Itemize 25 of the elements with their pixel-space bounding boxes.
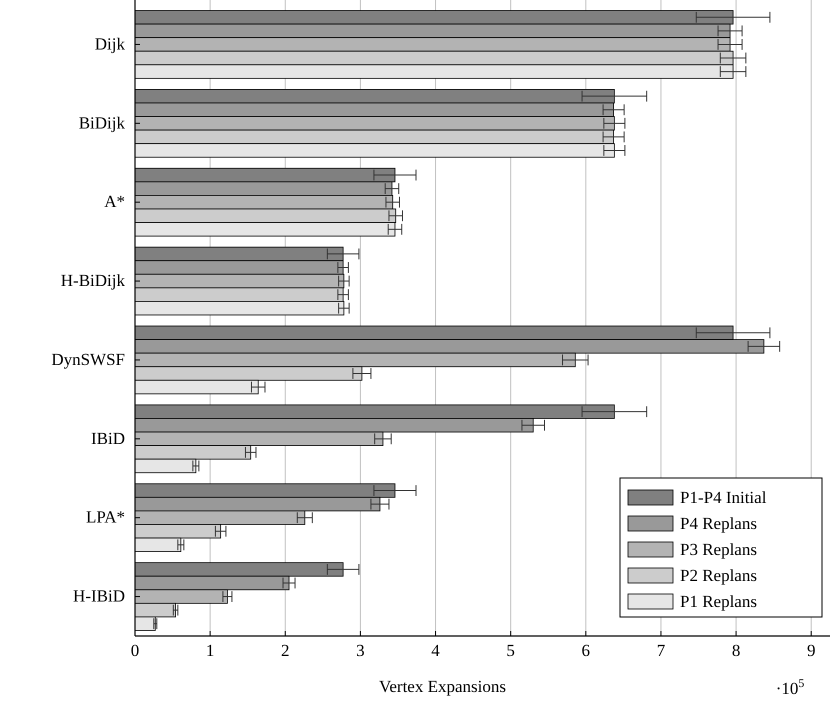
y-tick-label: H-BiDijk — [60, 271, 126, 290]
legend-label: P4 Replans — [680, 514, 757, 533]
legend-label: P3 Replans — [680, 540, 757, 559]
x-tick-label: 3 — [356, 641, 365, 660]
x-tick-label: 8 — [732, 641, 740, 660]
x-axis-title: Vertex Expansions — [378, 677, 506, 696]
x-tick-label: 1 — [206, 641, 214, 660]
legend-label: P1-P4 Initial — [680, 488, 767, 507]
y-tick-label: BiDijk — [78, 113, 126, 132]
x-tick-label: 7 — [656, 641, 666, 660]
y-tick-label: Dijk — [94, 34, 126, 54]
y-tick-label: H-IBiD — [73, 586, 125, 606]
y-tick-label: A* — [104, 192, 125, 212]
text: ·10$^{5}$ — [776, 676, 804, 698]
x-tick-label: 4 — [431, 641, 440, 660]
x-tick-label: 6 — [582, 641, 590, 660]
x-tick-label: 0 — [130, 641, 140, 660]
x-tick-label: 2 — [281, 641, 290, 660]
y-tick-label: DynSWSF — [51, 350, 125, 369]
legend-label: P1 Replans — [680, 592, 757, 611]
x-tick-label: 5 — [506, 641, 515, 660]
y-tick-label: IBiD — [91, 428, 125, 448]
legend-label: P2 Replans — [680, 566, 757, 585]
x-tick-label: 9 — [806, 641, 816, 660]
y-tick-label: LPA* — [86, 508, 125, 527]
